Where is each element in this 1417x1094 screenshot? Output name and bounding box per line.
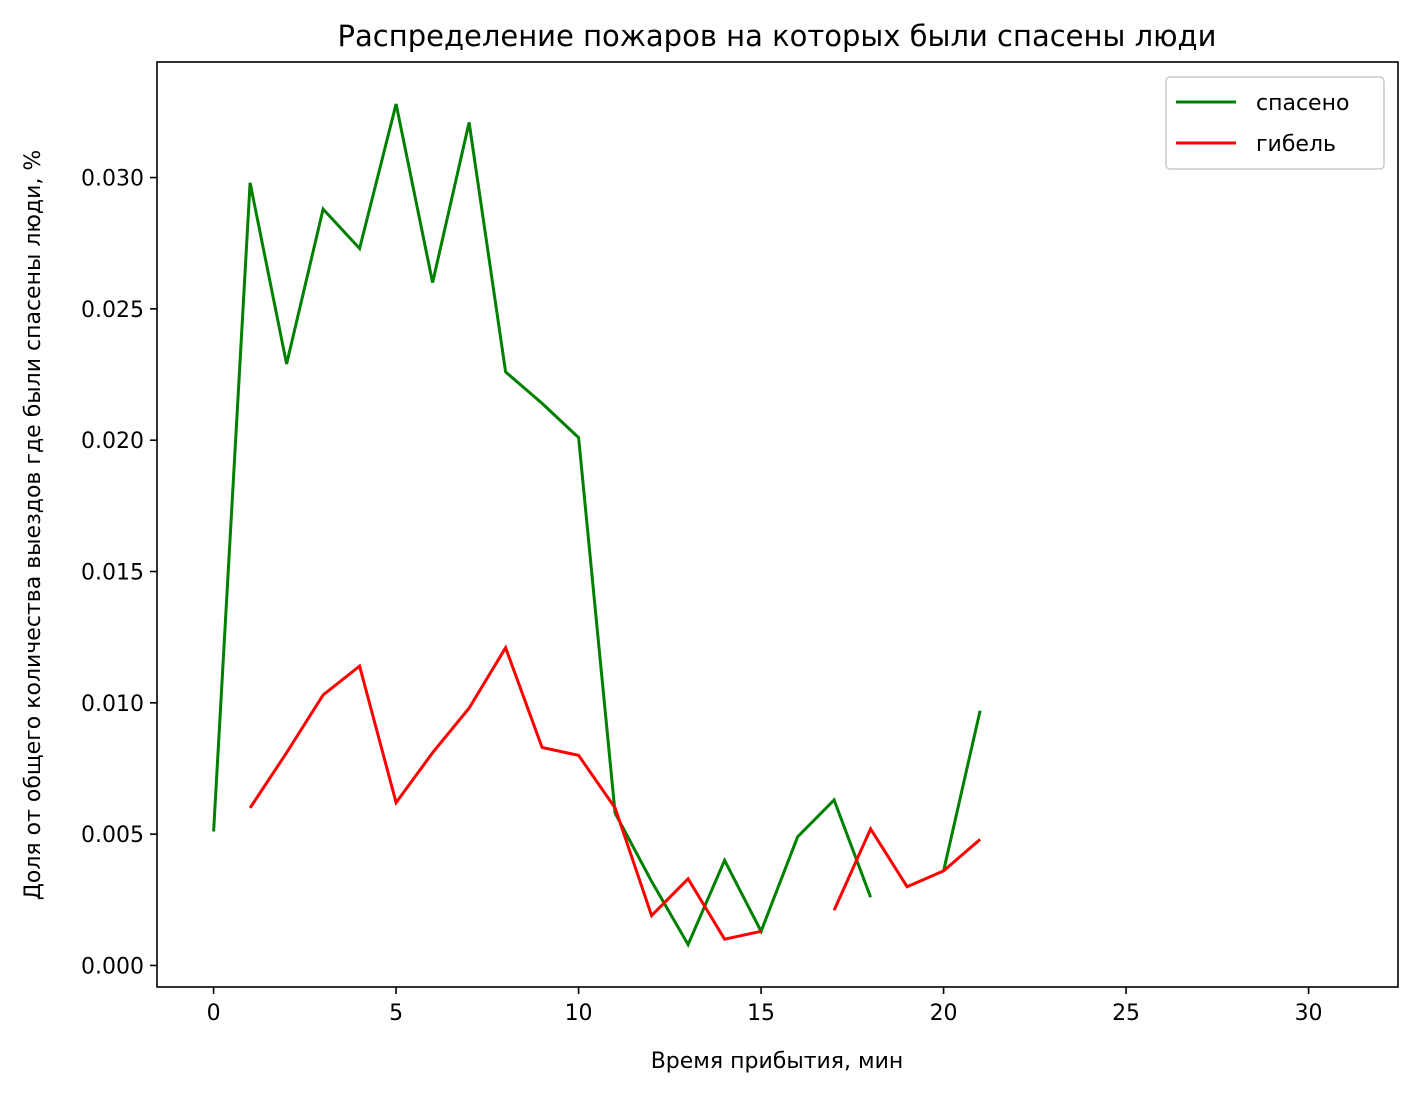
legend-label-saved: спасено	[1256, 91, 1349, 116]
x-tick-label: 20	[930, 1001, 958, 1026]
y-tick-label: 0.030	[81, 167, 144, 192]
series-layer	[212, 103, 982, 948]
chart-title: Распределение пожаров на которых были сп…	[338, 19, 1217, 53]
y-tick-label: 0.015	[81, 561, 144, 586]
y-tick-label: 0.025	[81, 298, 144, 323]
plot-frame	[156, 61, 1399, 988]
x-axis-label: Время прибытия, мин	[651, 1049, 904, 1074]
x-tick-label: 10	[565, 1001, 593, 1026]
y-axis: 0.000 0.005 0.010 0.015 0.020 0.025 0.030	[81, 167, 157, 979]
legend: спасено гибель	[1165, 76, 1385, 170]
series-line-deaths	[248, 644, 762, 941]
legend-box	[1165, 76, 1385, 170]
x-tick-label: 5	[389, 1001, 403, 1026]
series-line-saved	[942, 710, 982, 872]
x-tick-label: 25	[1112, 1001, 1140, 1026]
legend-label-deaths: гибель	[1256, 132, 1336, 157]
y-tick-label: 0.005	[81, 823, 144, 848]
x-tick-label: 30	[1295, 1001, 1323, 1026]
y-tick-label: 0.020	[81, 429, 144, 454]
x-axis: 0 5 10 15 20 25 30	[207, 987, 1323, 1026]
x-tick-label: 15	[747, 1001, 775, 1026]
y-tick-label: 0.000	[81, 954, 144, 979]
y-tick-label: 0.010	[81, 692, 144, 717]
x-tick-label: 0	[207, 1001, 221, 1026]
series-line-deaths	[832, 825, 982, 911]
y-axis-label: Доля от общего количества выездов где бы…	[21, 150, 46, 901]
